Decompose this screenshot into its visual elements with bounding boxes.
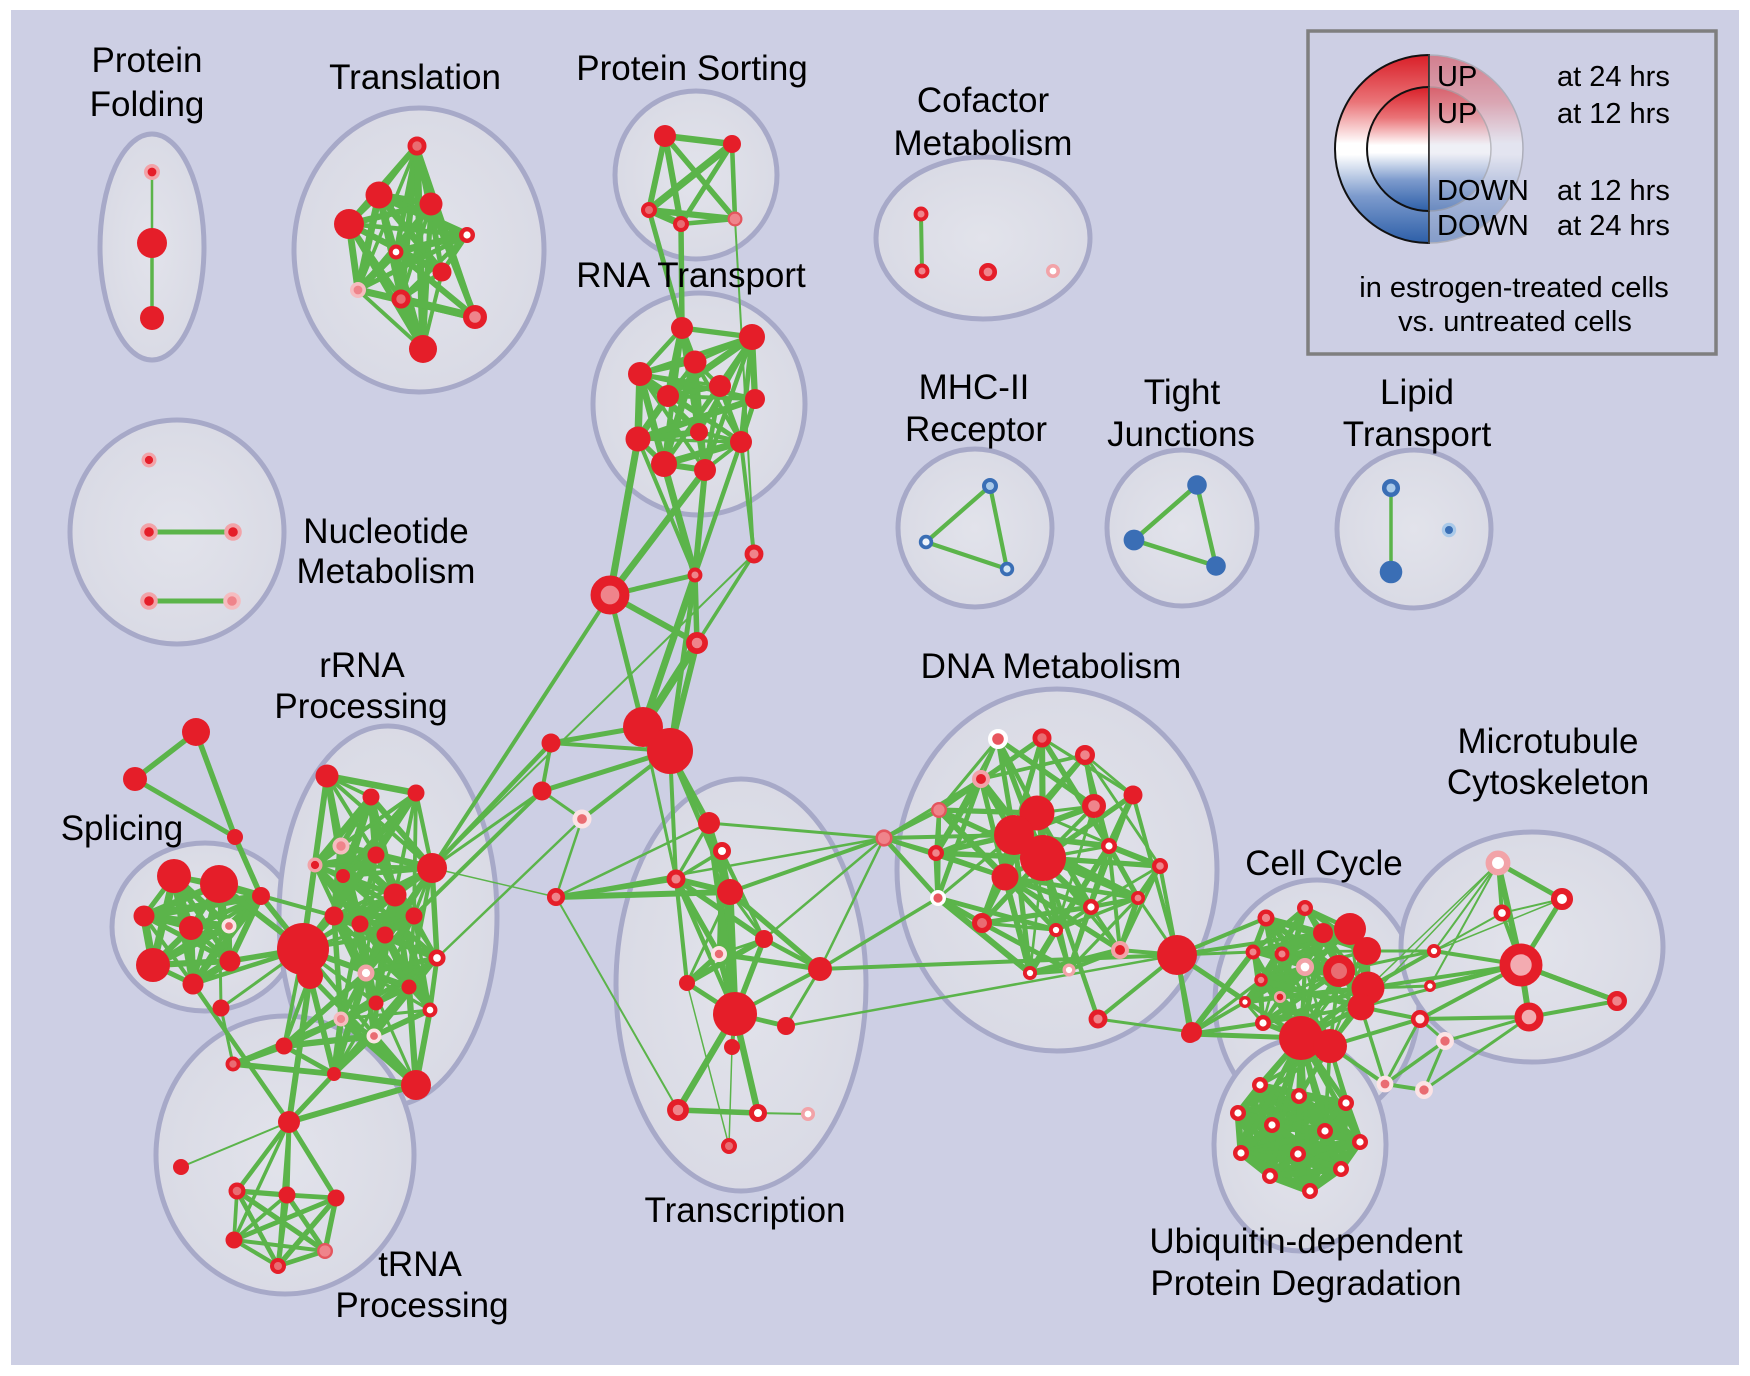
svg-text:UP: UP <box>1437 61 1477 93</box>
svg-text:UP: UP <box>1437 98 1477 130</box>
svg-text:Processing: Processing <box>335 1286 508 1325</box>
svg-text:DOWN: DOWN <box>1437 175 1529 207</box>
svg-text:Transcription: Transcription <box>645 1191 846 1230</box>
svg-text:Protein: Protein <box>92 41 203 80</box>
svg-text:at 24 hrs: at 24 hrs <box>1557 210 1670 242</box>
svg-text:Processing: Processing <box>274 687 447 726</box>
svg-text:Splicing: Splicing <box>61 809 184 848</box>
svg-text:in estrogen-treated cells: in estrogen-treated cells <box>1359 272 1669 304</box>
svg-text:DOWN: DOWN <box>1437 210 1529 242</box>
svg-text:Cytoskeleton: Cytoskeleton <box>1447 763 1649 802</box>
svg-text:at 12 hrs: at 12 hrs <box>1557 175 1670 207</box>
svg-text:rRNA: rRNA <box>319 646 405 685</box>
svg-text:vs. untreated cells: vs. untreated cells <box>1398 306 1632 338</box>
svg-text:DNA Metabolism: DNA Metabolism <box>921 647 1182 686</box>
svg-text:Transport: Transport <box>1343 415 1492 454</box>
svg-text:Protein Degradation: Protein Degradation <box>1150 1264 1461 1303</box>
svg-text:Metabolism: Metabolism <box>297 552 476 591</box>
svg-text:tRNA: tRNA <box>378 1245 462 1284</box>
svg-text:Nucleotide: Nucleotide <box>303 512 468 551</box>
svg-text:Translation: Translation <box>329 58 501 97</box>
svg-text:MHC-II: MHC-II <box>919 368 1030 407</box>
svg-text:Tight: Tight <box>1144 373 1221 412</box>
svg-text:Ubiquitin-dependent: Ubiquitin-dependent <box>1149 1222 1463 1261</box>
svg-text:Junctions: Junctions <box>1107 415 1255 454</box>
svg-text:Microtubule: Microtubule <box>1458 722 1639 761</box>
svg-text:at 12 hrs: at 12 hrs <box>1557 98 1670 130</box>
svg-text:Lipid: Lipid <box>1380 373 1454 412</box>
svg-text:Protein Sorting: Protein Sorting <box>576 49 808 88</box>
svg-text:at 24 hrs: at 24 hrs <box>1557 61 1670 93</box>
svg-text:Metabolism: Metabolism <box>894 124 1073 163</box>
svg-text:Cell Cycle: Cell Cycle <box>1245 844 1403 883</box>
svg-text:Cofactor: Cofactor <box>917 81 1050 120</box>
svg-text:RNA Transport: RNA Transport <box>576 256 806 295</box>
svg-text:Receptor: Receptor <box>905 410 1047 449</box>
svg-text:Folding: Folding <box>90 85 205 124</box>
